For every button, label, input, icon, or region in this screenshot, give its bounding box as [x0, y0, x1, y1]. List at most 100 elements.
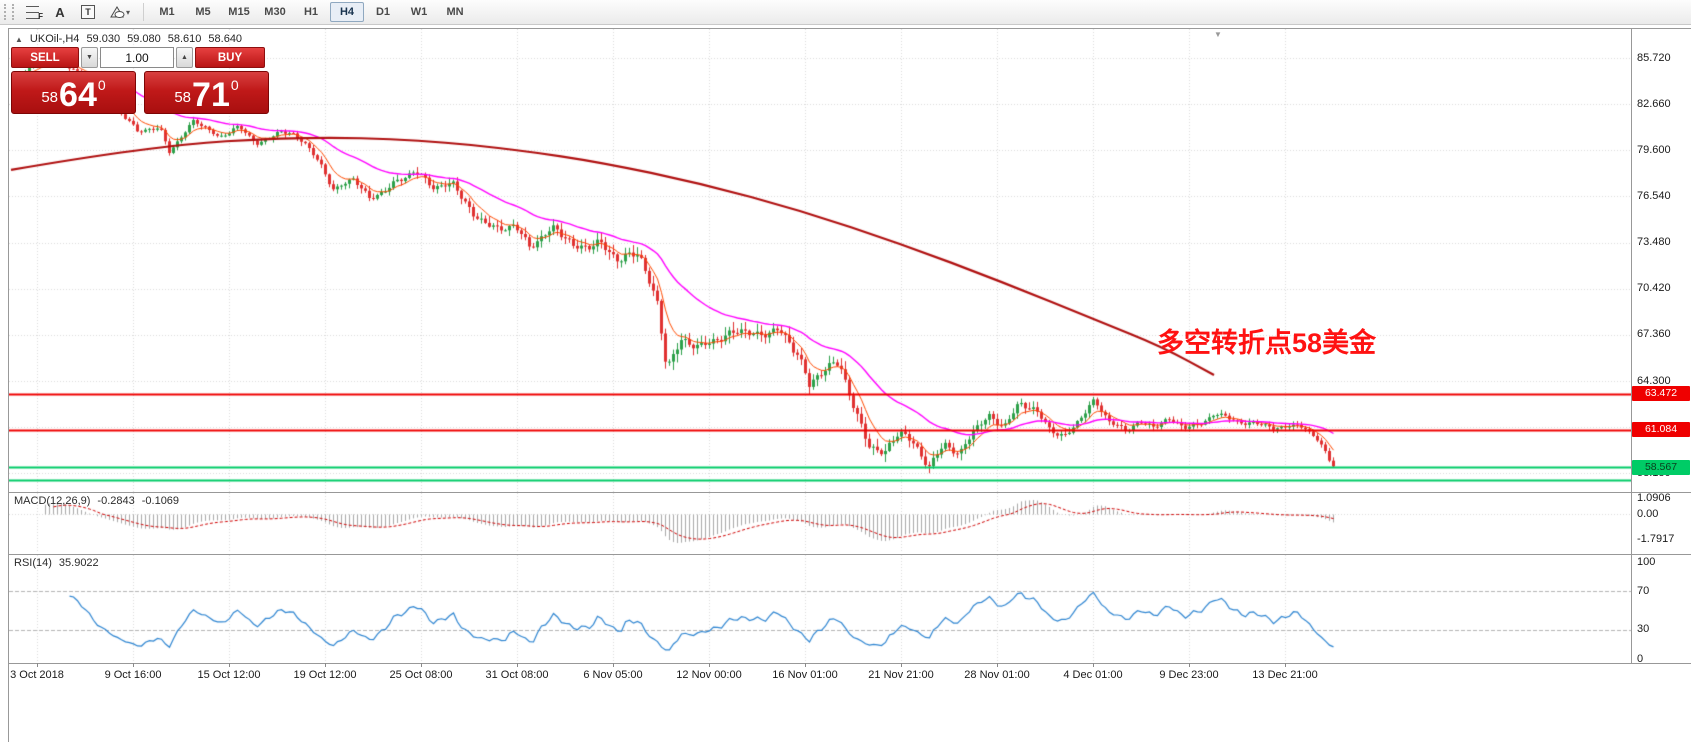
text-icon: A [55, 4, 65, 20]
quote-line: ▲ UKOil-,H4 59.030 59.080 58.610 58.640 [15, 33, 242, 45]
volume-increase-button[interactable]: ▲ [176, 47, 193, 68]
timeframe-d1[interactable]: D1 [375, 6, 391, 18]
fibonacci-icon [25, 5, 39, 19]
rsi-name: RSI(14) [14, 557, 52, 569]
rsi-axis-label: 30 [1637, 623, 1650, 636]
timeframe-m5[interactable]: M5 [195, 6, 211, 18]
macd-value: -0.2843 [97, 495, 135, 507]
price-chart-canvas[interactable] [9, 29, 1631, 492]
macd-splitter[interactable] [9, 492, 1691, 493]
text-tool-button[interactable]: A [46, 1, 74, 23]
time-axis-label: 16 Nov 01:00 [772, 669, 838, 681]
quote-open: 59.030 [86, 33, 121, 45]
macd-axis-label: 0.00 [1637, 507, 1659, 520]
rsi-axis-label: 70 [1637, 584, 1650, 597]
buy-price-prefix: 58 [174, 89, 192, 106]
price-axis-label: 73.480 [1637, 236, 1671, 249]
time-tick [1285, 663, 1286, 667]
buy-button[interactable]: BUY [195, 47, 265, 68]
timeframe-m30[interactable]: M30 [264, 6, 286, 18]
price-level-badge: 63.472 [1632, 386, 1690, 401]
price-axis-label: 79.600 [1637, 143, 1671, 156]
time-tick [709, 663, 710, 667]
macd-panel-canvas[interactable] [9, 493, 1631, 553]
timeframe-mn[interactable]: MN [446, 6, 464, 18]
time-axis-label: 3 Oct 2018 [10, 669, 64, 681]
time-tick [229, 663, 230, 667]
buy-price-display[interactable]: 58 71 0 [144, 71, 269, 114]
price-level-badge: 61.084 [1632, 422, 1690, 437]
timeframe-h1[interactable]: H1 [303, 6, 319, 18]
macd-axis-label: -1.7917 [1637, 532, 1675, 545]
price-axis-label: 70.420 [1637, 282, 1671, 295]
quote-high: 59.080 [127, 33, 161, 45]
toolbar-grip[interactable] [4, 4, 14, 20]
chart-symbol-icon: ▲ [15, 34, 23, 44]
one-click-trading-panel: SELL ▼ ▲ BUY 58 64 0 58 71 [11, 47, 271, 114]
time-tick [421, 663, 422, 667]
time-tick [613, 663, 614, 667]
macd-name: MACD(12,26,9) [14, 495, 91, 507]
text-label-icon: T [81, 5, 95, 19]
arrow-up-icon: ▲ [181, 54, 188, 61]
chevron-down-icon: ▾ [125, 7, 130, 17]
shapes-icon [110, 5, 125, 18]
price-level-badge: 58.567 [1632, 460, 1690, 475]
rsi-axis-label: 100 [1637, 555, 1656, 568]
buy-price-pip: 0 [230, 77, 239, 93]
time-axis-label: 25 Oct 08:00 [389, 669, 453, 681]
time-tick [1189, 663, 1190, 667]
time-tick [325, 663, 326, 667]
rsi-label: RSI(14) 35.9022 [14, 557, 99, 569]
timeframe-m15[interactable]: M15 [228, 6, 250, 18]
sell-price-big: 64 [59, 76, 97, 115]
time-axis-label: 4 Dec 01:00 [1063, 669, 1123, 681]
shapes-tool-button[interactable]: ▾ [102, 1, 138, 23]
symbol-period-label: UKOil-,H4 [29, 33, 80, 45]
time-axis-label: 13 Dec 21:00 [1252, 669, 1318, 681]
time-axis-label: 15 Oct 12:00 [197, 669, 261, 681]
macd-axis-label: 1.0906 [1637, 491, 1671, 504]
quote-close: 58.640 [208, 33, 243, 45]
macd-label: MACD(12,26,9) -0.2843 -0.1069 [14, 495, 179, 507]
price-axis-label: 67.360 [1637, 328, 1671, 341]
timeframe-group: M1 M5 M15 M30 H1 H4 D1 W1 MN [149, 2, 473, 22]
sell-price-pip: 0 [97, 77, 106, 93]
fibonacci-tool-button[interactable]: F [18, 1, 46, 23]
sell-button[interactable]: SELL [11, 47, 79, 68]
time-axis-label: 6 Nov 05:00 [583, 669, 643, 681]
time-tick [133, 663, 134, 667]
fibonacci-letter: F [38, 12, 43, 21]
time-axis-label: 28 Nov 01:00 [964, 669, 1030, 681]
time-tick [805, 663, 806, 667]
sell-price-display[interactable]: 58 64 0 [11, 71, 136, 114]
price-axis-border [1631, 29, 1632, 663]
time-axis-border [9, 663, 1691, 664]
time-tick [997, 663, 998, 667]
timeframe-m1[interactable]: M1 [159, 6, 175, 18]
time-axis-label: 19 Oct 12:00 [293, 669, 357, 681]
label-tool-button[interactable]: T [74, 1, 102, 23]
quote-low: 58.610 [167, 33, 202, 45]
time-tick [901, 663, 902, 667]
rsi-splitter[interactable] [9, 554, 1691, 555]
price-axis-label: 82.660 [1637, 97, 1671, 110]
rsi-panel-canvas[interactable] [9, 555, 1631, 663]
time-axis-label: 9 Dec 23:00 [1159, 669, 1219, 681]
price-annotation: 多空转折点58美金 [1157, 328, 1377, 358]
rsi-value: 35.9022 [58, 557, 99, 569]
time-axis-label: 9 Oct 16:00 [104, 669, 162, 681]
time-axis-label: 21 Nov 21:00 [868, 669, 934, 681]
toolbar: F A T ▾ M1 M5 M15 M30 H1 H4 D1 W1 MN [0, 0, 1691, 25]
timeframe-w1[interactable]: W1 [410, 6, 428, 18]
time-tick [517, 663, 518, 667]
timeframe-h4[interactable]: H4 [330, 2, 364, 22]
chart-window: ▲ UKOil-,H4 59.030 59.080 58.610 58.640 … [8, 28, 1691, 742]
volume-input[interactable] [100, 47, 174, 68]
volume-decrease-button[interactable]: ▼ [81, 47, 98, 68]
chart-shift-marker-icon: ▼ [1214, 30, 1222, 39]
price-axis-label: 64.300 [1637, 374, 1671, 387]
macd-signal-value: -0.1069 [141, 495, 180, 507]
arrow-down-icon: ▼ [86, 54, 93, 61]
